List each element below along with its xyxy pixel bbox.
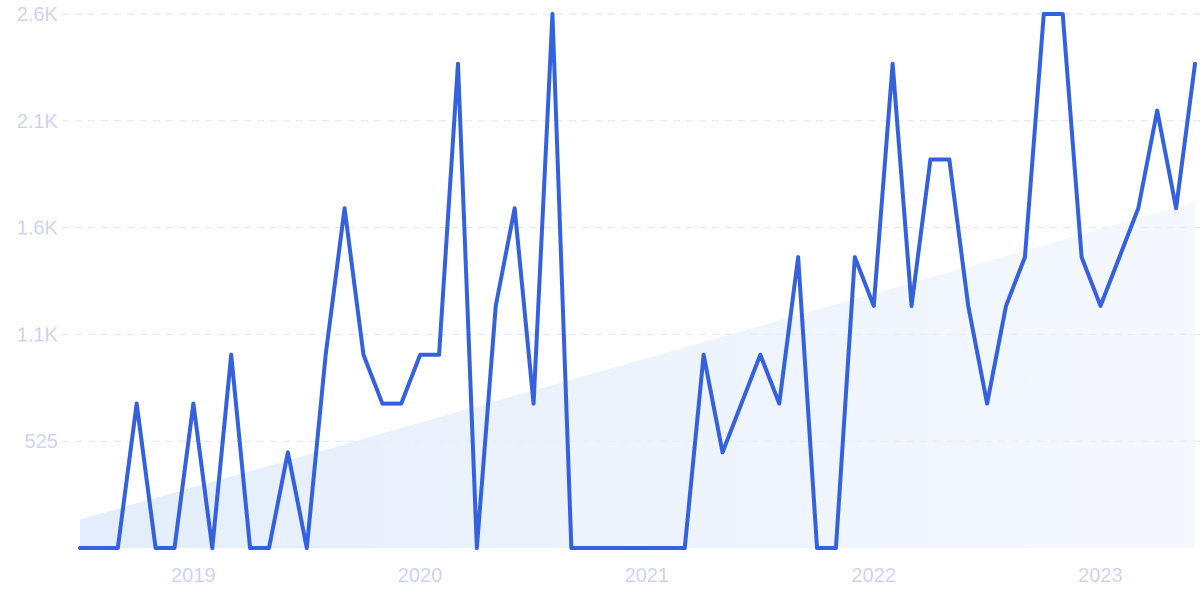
x-tick-label: 2023 <box>1078 565 1123 587</box>
series-layer <box>78 12 1197 550</box>
y-tick-label: 2.6K <box>17 4 59 26</box>
x-axis-ticks: 2019 2020 2021 2022 2023 <box>171 565 1123 587</box>
y-tick-label: 1.6K <box>17 218 59 240</box>
x-tick-label: 2021 <box>625 565 670 587</box>
y-axis-ticks: 525 1.1K 1.6K 2.1K 2.6K <box>17 4 59 453</box>
y-tick-label: 1.1K <box>17 324 59 346</box>
trend-area-fill <box>80 202 1195 548</box>
series-line-0 <box>78 12 1197 550</box>
x-tick-label: 2020 <box>398 565 443 587</box>
trend-area <box>80 202 1195 548</box>
y-tick-label: 2.1K <box>17 111 59 133</box>
x-tick-label: 2019 <box>171 565 216 587</box>
y-tick-label: 525 <box>25 431 58 453</box>
x-tick-label: 2022 <box>851 565 896 587</box>
